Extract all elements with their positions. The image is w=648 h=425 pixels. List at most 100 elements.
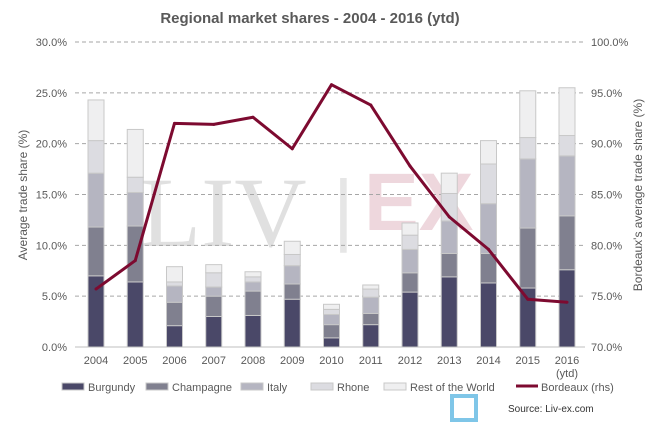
bar-italy — [244, 281, 262, 292]
bar-rhone — [362, 288, 380, 298]
bordeaux-point — [94, 287, 98, 291]
x-tick-label: 2009 — [280, 355, 304, 367]
bar-rest-of-the-world — [558, 87, 576, 137]
bar-italy — [401, 248, 419, 274]
y-tick-label: 20.0% — [36, 139, 67, 151]
bordeaux-point — [565, 300, 569, 304]
bar-burgundy — [558, 269, 576, 348]
bar-rest-of-the-world — [401, 222, 419, 236]
bar-rest-of-the-world — [440, 172, 458, 194]
bar-rest-of-the-world — [283, 240, 301, 255]
x-tick-label: 2016 — [555, 355, 579, 367]
bar-rest-of-the-world — [205, 264, 223, 274]
bar-rhone — [323, 308, 340, 315]
bar-italy — [126, 191, 144, 227]
watermark: LIV | EX — [140, 157, 473, 268]
legend-label: Rhone — [337, 382, 369, 394]
bar-rest-of-the-world — [480, 140, 497, 165]
x-tick-label: 2006 — [162, 355, 186, 367]
bar-italy — [362, 296, 380, 314]
legend-label: Italy — [267, 382, 288, 394]
bar-burgundy — [244, 314, 262, 348]
bar-burgundy — [401, 291, 419, 348]
bar-italy — [87, 172, 105, 228]
bar-burgundy — [126, 281, 144, 348]
x-tick-label: 2005 — [123, 355, 147, 367]
bar-italy — [166, 285, 183, 303]
legend-swatch — [383, 382, 407, 391]
y-tick-label: 25.0% — [36, 88, 67, 100]
x-tick-label: 2012 — [398, 355, 422, 367]
bar-champagne — [126, 225, 144, 283]
x-tick-label: 2007 — [202, 355, 226, 367]
bar-italy — [440, 220, 458, 254]
chart-title: Regional market shares - 2004 - 2016 (yt… — [160, 10, 459, 27]
bar-rest-of-the-world — [87, 99, 105, 142]
y2-tick-label: 95.0% — [591, 88, 622, 100]
bordeaux-point — [251, 115, 255, 119]
legend-swatch — [310, 382, 334, 391]
bar-burgundy — [362, 324, 380, 348]
bar-rhone — [519, 137, 537, 160]
watermark-liv: LIV — [140, 157, 307, 268]
bar-rest-of-the-world — [244, 271, 262, 278]
x-tick-label: 2010 — [319, 355, 343, 367]
logo-icon — [450, 394, 478, 422]
bordeaux-point — [133, 259, 137, 263]
bar-burgundy — [205, 316, 223, 348]
cnwinenews-logo — [450, 394, 478, 422]
bar-burgundy — [283, 298, 301, 348]
legend-label: Burgundy — [88, 382, 136, 394]
bar-italy — [323, 313, 340, 326]
y2-tick-label: 80.0% — [591, 240, 622, 252]
bar-italy — [558, 155, 576, 217]
bar-rhone — [205, 272, 223, 288]
bar-rhone — [401, 234, 419, 250]
bar-rhone — [244, 276, 262, 283]
bar-rest-of-the-world — [166, 266, 183, 283]
bar-rest-of-the-world — [362, 284, 380, 290]
legend-label: Champagne — [172, 382, 232, 394]
bar-rest-of-the-world — [323, 303, 340, 310]
bar-champagne — [440, 252, 458, 278]
bar-champagne — [558, 215, 576, 271]
bar-champagne — [362, 312, 380, 326]
y-tick-label: 0.0% — [42, 342, 67, 354]
source-note: Source: Liv-ex.com — [508, 404, 594, 415]
bar-rest-of-the-world — [126, 128, 144, 178]
y2-tick-label: 85.0% — [591, 190, 622, 202]
x-tick-label: 2004 — [84, 355, 108, 367]
legend-swatch — [61, 382, 85, 391]
x-tick-label: 2011 — [359, 355, 383, 367]
bordeaux-point — [212, 122, 216, 126]
bordeaux-point — [447, 215, 451, 219]
bar-italy — [519, 158, 537, 229]
bar-rhone — [283, 253, 301, 267]
bar-champagne — [323, 324, 340, 339]
bordeaux-point — [526, 297, 530, 301]
y-tick-label: 30.0% — [36, 37, 67, 49]
legend-label: Rest of the World — [410, 382, 495, 394]
bordeaux-point — [369, 103, 373, 107]
x-tick-label: 2013 — [437, 355, 461, 367]
bar-burgundy — [323, 337, 340, 348]
y-tick-label: 10.0% — [36, 240, 67, 252]
watermark-sep: | — [333, 164, 354, 253]
y-tick-label: 15.0% — [36, 190, 67, 202]
bar-rhone — [480, 163, 497, 205]
legend-swatch — [145, 382, 169, 391]
bar-burgundy — [166, 325, 183, 348]
bar-champagne — [244, 290, 262, 316]
legend: Burgundy Champagne Italy Rhone Rest of the W… — [61, 382, 614, 394]
bordeaux-point — [290, 147, 294, 151]
bar-italy — [283, 265, 301, 285]
x-tick-label: 2014 — [476, 355, 500, 367]
bar-burgundy — [440, 276, 458, 348]
bar-italy — [205, 286, 223, 297]
y-tick-label: 5.0% — [42, 291, 67, 303]
bar-rest-of-the-world — [519, 90, 537, 139]
x-tick-label: 2008 — [241, 355, 265, 367]
y-axis-label: Average trade share (%) — [16, 130, 30, 261]
legend-label: Bordeaux (rhs) — [541, 382, 614, 394]
